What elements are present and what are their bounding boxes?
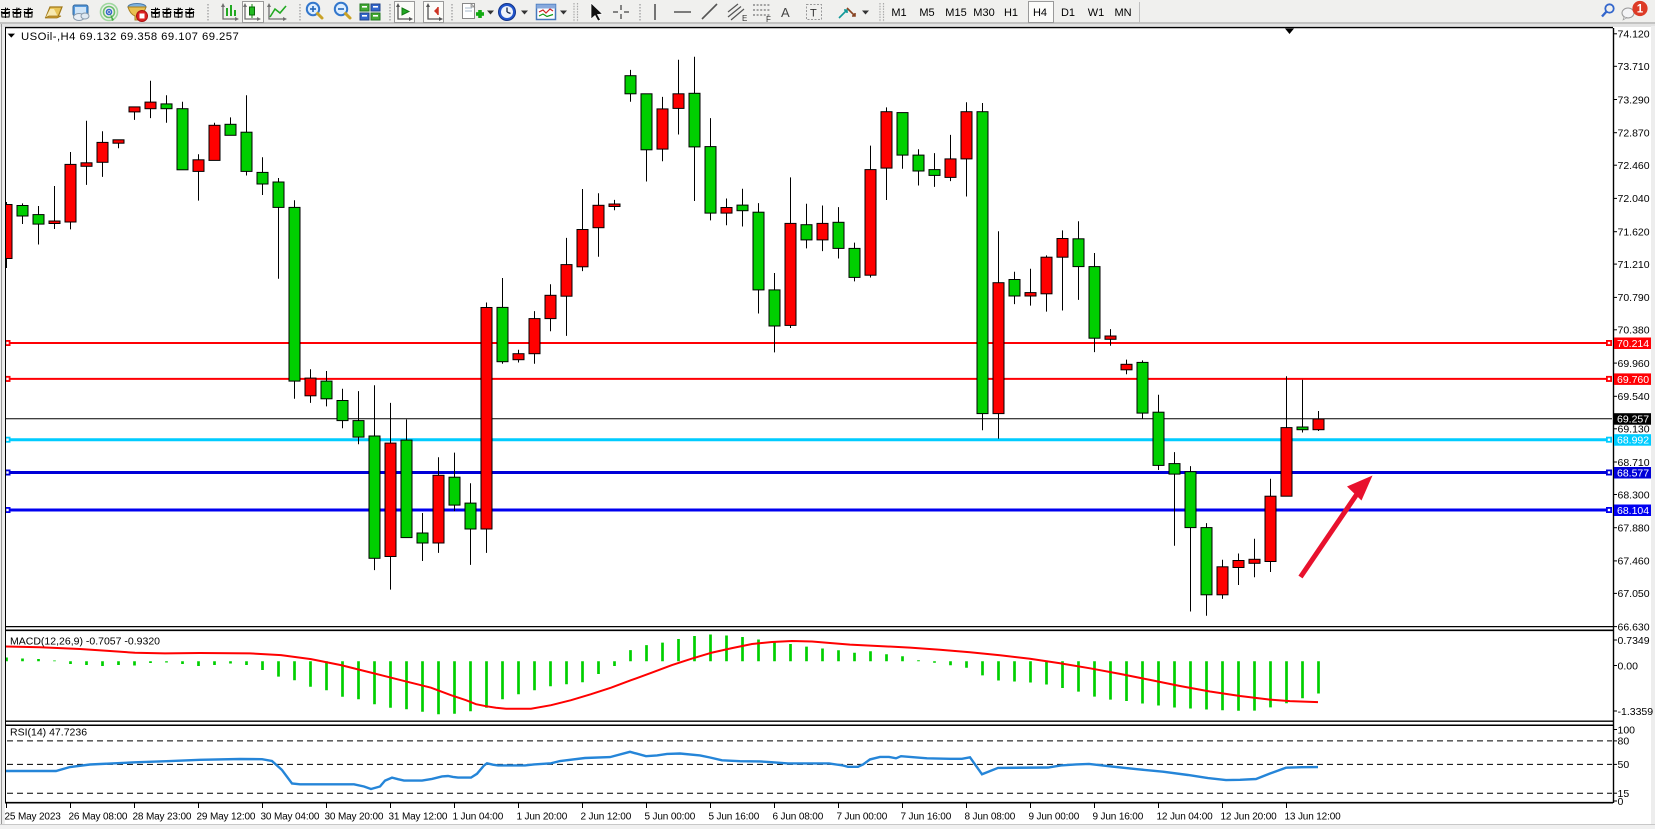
svg-text:73.710: 73.710: [1618, 61, 1650, 73]
svg-text:7 Jun 16:00: 7 Jun 16:00: [901, 812, 952, 823]
svg-text:M15: M15: [945, 7, 966, 19]
svg-text:-1.3359: -1.3359: [1618, 706, 1654, 718]
svg-text:H4: H4: [1033, 7, 1047, 19]
svg-text:M1: M1: [891, 7, 906, 19]
svg-text:25 May 2023: 25 May 2023: [5, 812, 62, 823]
svg-text:9 Jun 00:00: 9 Jun 00:00: [1029, 812, 1080, 823]
svg-text:72.040: 72.040: [1618, 193, 1650, 205]
svg-text:9 Jun 16:00: 9 Jun 16:00: [1093, 812, 1144, 823]
svg-text:6 Jun 08:00: 6 Jun 08:00: [773, 812, 824, 823]
svg-text:2 Jun 12:00: 2 Jun 12:00: [581, 812, 632, 823]
svg-text:0.7349: 0.7349: [1618, 635, 1650, 647]
svg-text:7 Jun 00:00: 7 Jun 00:00: [837, 812, 888, 823]
svg-text:69.130: 69.130: [1618, 424, 1650, 436]
svg-text:MN: MN: [1114, 7, 1131, 19]
svg-text:67.880: 67.880: [1618, 523, 1650, 535]
svg-text:MACD(12,26,9) -0.7057 -0.9320: MACD(12,26,9) -0.7057 -0.9320: [10, 636, 160, 648]
svg-text:28 May 23:00: 28 May 23:00: [133, 812, 192, 823]
svg-text:70.790: 70.790: [1618, 292, 1650, 304]
svg-text:72.460: 72.460: [1618, 160, 1650, 172]
svg-text:68.104: 68.104: [1617, 505, 1649, 517]
svg-text:74.120: 74.120: [1618, 29, 1650, 41]
svg-text:M5: M5: [919, 7, 934, 19]
svg-text:66.630: 66.630: [1618, 621, 1650, 633]
svg-text:T: T: [810, 8, 817, 20]
svg-text:68.710: 68.710: [1618, 457, 1650, 469]
svg-text:69.540: 69.540: [1618, 391, 1650, 403]
svg-text:5 Jun 00:00: 5 Jun 00:00: [645, 812, 696, 823]
svg-text:68.577: 68.577: [1617, 468, 1649, 480]
svg-text:1 Jun 20:00: 1 Jun 20:00: [517, 812, 568, 823]
svg-text:12 Jun 04:00: 12 Jun 04:00: [1157, 812, 1214, 823]
svg-text:1: 1: [1637, 4, 1644, 16]
svg-text:F: F: [766, 15, 771, 24]
svg-text:5 Jun 16:00: 5 Jun 16:00: [709, 812, 760, 823]
svg-text:69.257: 69.257: [1617, 414, 1649, 426]
svg-text:67.460: 67.460: [1618, 556, 1650, 568]
svg-text:12 Jun 20:00: 12 Jun 20:00: [1221, 812, 1278, 823]
svg-text:100: 100: [1618, 724, 1636, 736]
svg-text:0: 0: [1618, 796, 1624, 808]
svg-text:31 May 12:00: 31 May 12:00: [389, 812, 448, 823]
svg-text:1 Jun 04:00: 1 Jun 04:00: [453, 812, 504, 823]
svg-text:80: 80: [1618, 736, 1630, 748]
svg-text:70.380: 70.380: [1618, 325, 1650, 337]
svg-text:71.620: 71.620: [1618, 227, 1650, 239]
svg-text:29 May 12:00: 29 May 12:00: [197, 812, 256, 823]
svg-text:A: A: [781, 5, 790, 20]
svg-text:73.290: 73.290: [1618, 94, 1650, 106]
svg-text:0.00: 0.00: [1618, 660, 1639, 672]
svg-text:30 May 20:00: 30 May 20:00: [325, 812, 384, 823]
svg-text:13 Jun 12:00: 13 Jun 12:00: [1285, 812, 1342, 823]
svg-text:50: 50: [1618, 759, 1630, 771]
svg-text:72.870: 72.870: [1618, 128, 1650, 140]
svg-text:67.050: 67.050: [1618, 588, 1650, 600]
svg-text:RSI(14) 47.7236: RSI(14) 47.7236: [10, 727, 87, 739]
svg-text:D1: D1: [1061, 7, 1075, 19]
svg-text:W1: W1: [1088, 7, 1105, 19]
svg-text:71.210: 71.210: [1618, 259, 1650, 271]
svg-text:USOil-,H4 69.132 69.358 69.10: USOil-,H4 69.132 69.358 69.107 69.257: [21, 31, 239, 43]
svg-text:68.992: 68.992: [1617, 435, 1649, 447]
svg-text:30 May 04:00: 30 May 04:00: [261, 812, 320, 823]
svg-text:E: E: [742, 14, 747, 23]
svg-text:69.760: 69.760: [1617, 374, 1649, 386]
svg-text:69.960: 69.960: [1618, 358, 1650, 370]
svg-text:68.300: 68.300: [1618, 489, 1650, 501]
svg-text:M30: M30: [973, 7, 994, 19]
svg-text:70.214: 70.214: [1617, 338, 1649, 350]
svg-text:8 Jun 08:00: 8 Jun 08:00: [965, 812, 1016, 823]
svg-text:26 May 08:00: 26 May 08:00: [69, 812, 128, 823]
svg-text:15: 15: [1618, 788, 1630, 800]
svg-text:H1: H1: [1004, 7, 1018, 19]
